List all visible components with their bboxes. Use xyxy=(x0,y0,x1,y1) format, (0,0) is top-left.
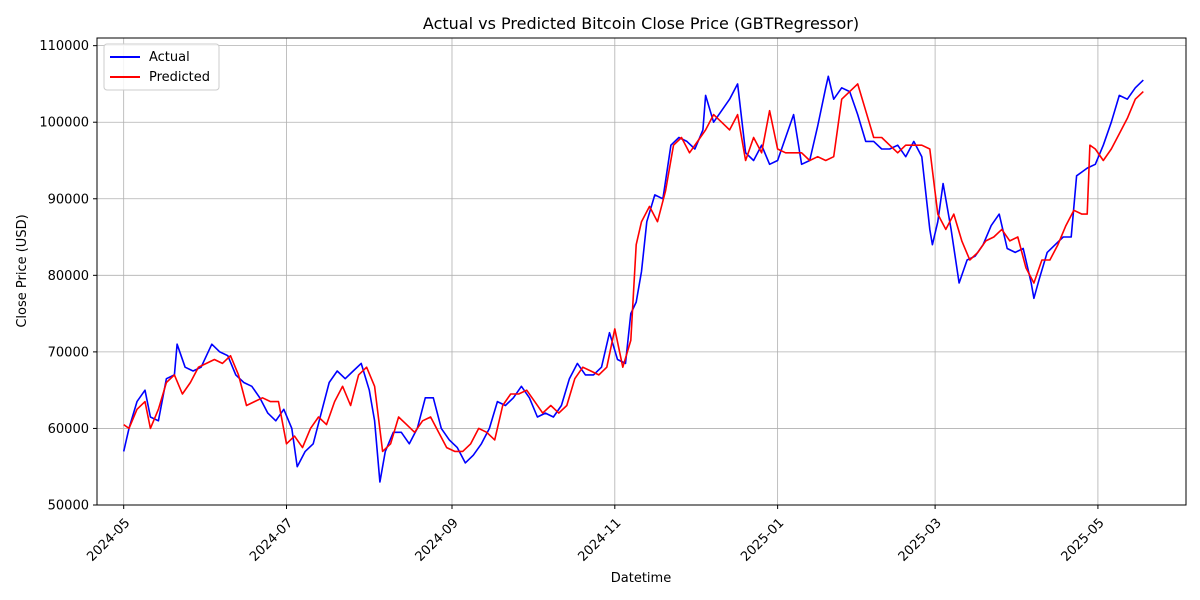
plot-frame xyxy=(96,37,1187,506)
chart-title: Actual vs Predicted Bitcoin Close Price … xyxy=(423,14,859,33)
legend: Actual Predicted xyxy=(103,43,220,91)
y-tick-label: 80000 xyxy=(48,269,89,284)
series-layer xyxy=(122,75,1144,483)
y-tick-label: 110000 xyxy=(39,39,89,54)
series-line-predicted xyxy=(123,83,1144,453)
legend-box xyxy=(103,43,220,91)
y-tick-label: 90000 xyxy=(48,192,89,207)
y-tick-label: 100000 xyxy=(39,116,89,131)
y-tick-label: 60000 xyxy=(48,422,89,437)
legend-label-predicted: Predicted xyxy=(149,70,210,85)
x-axis-label: Datetime xyxy=(611,571,671,586)
y-tick-label: 50000 xyxy=(48,499,89,514)
y-axis-label: Close Price (USD) xyxy=(15,214,30,327)
y-axis: 50000 60000 70000 80000 90000 100000 110000 xyxy=(39,39,97,514)
legend-label-actual: Actual xyxy=(149,50,190,65)
y-tick-label: 70000 xyxy=(48,345,89,360)
